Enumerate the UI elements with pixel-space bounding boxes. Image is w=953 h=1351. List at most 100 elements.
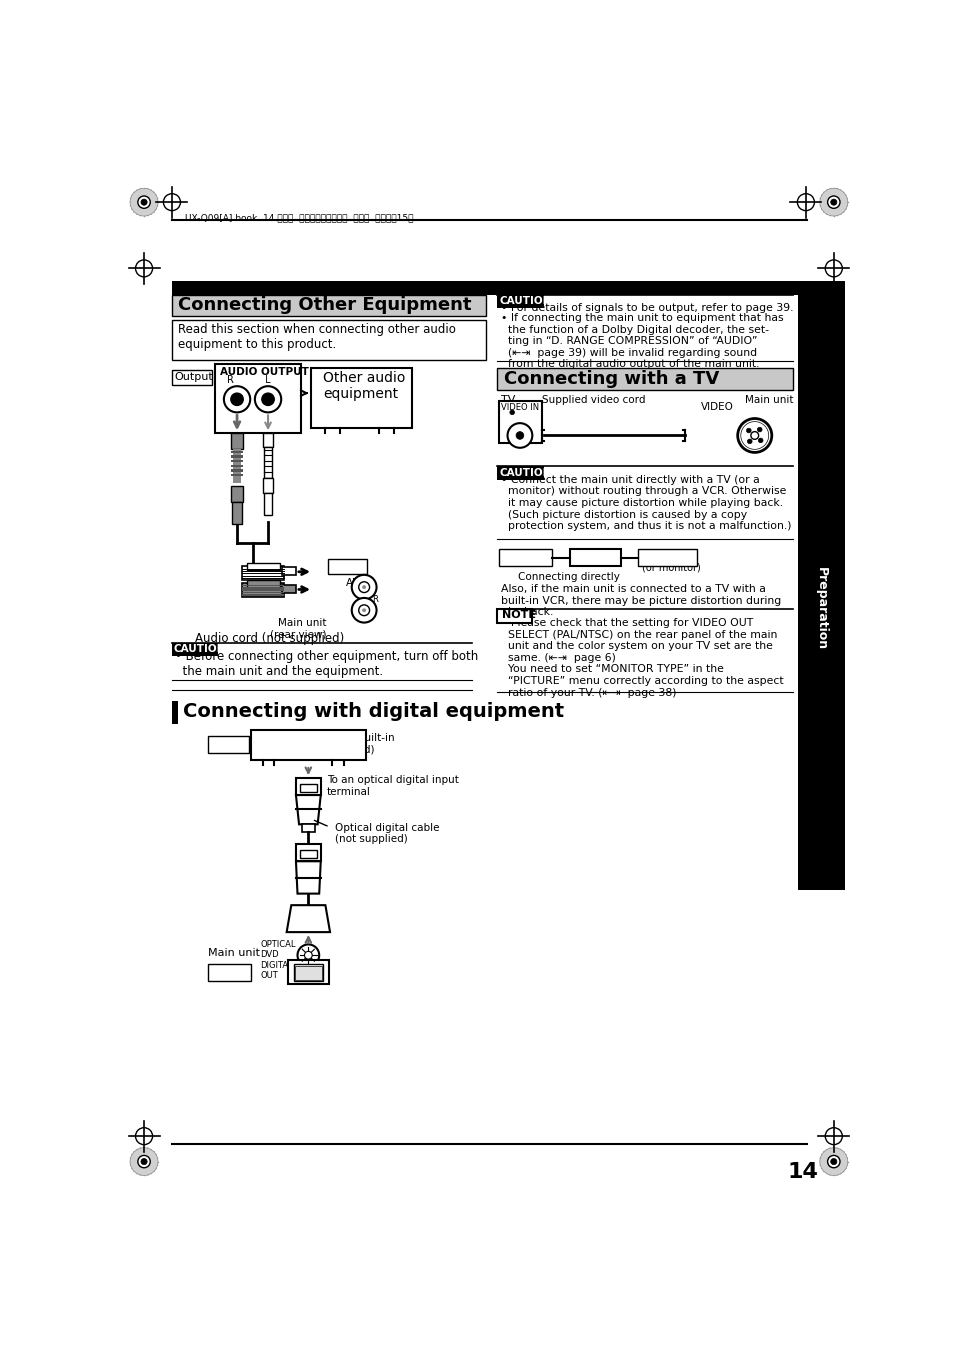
Text: Connecting with digital equipment: Connecting with digital equipment <box>183 703 563 721</box>
Bar <box>233 449 241 484</box>
Polygon shape <box>295 794 320 824</box>
Text: Connecting directly: Connecting directly <box>517 571 619 582</box>
Bar <box>251 731 365 759</box>
Bar <box>262 478 274 493</box>
Bar <box>295 778 320 794</box>
Text: Main unit
(rear view): Main unit (rear view) <box>270 617 327 639</box>
Text: VCR: VCR <box>579 551 605 561</box>
Bar <box>172 643 218 657</box>
Text: • Before connecting other equipment, turn off both
  the main unit and the equip: • Before connecting other equipment, tur… <box>174 650 477 678</box>
Text: AUDIO OUTPUT: AUDIO OUTPUT <box>220 367 309 377</box>
Bar <box>264 493 272 515</box>
Circle shape <box>141 1159 147 1165</box>
Bar <box>172 295 485 316</box>
Text: • Connect the main unit directly with a TV (or a
  monitor) without routing thro: • Connect the main unit directly with a … <box>500 474 790 531</box>
Text: VIDEO: VIDEO <box>700 403 733 412</box>
Circle shape <box>130 1148 158 1175</box>
Circle shape <box>827 1155 840 1167</box>
Bar <box>208 965 251 981</box>
Text: UX-Q09[A].book  14 ページ  ２００４年９月６日  月曜日  午後３時15分: UX-Q09[A].book 14 ページ ２００４年９月６日 月曜日 午後３時… <box>185 213 414 223</box>
Text: Also, if the main unit is connected to a TV with a
built-in VCR, there may be pi: Also, if the main unit is connected to a… <box>500 584 780 617</box>
Text: CAUTION: CAUTION <box>499 467 552 478</box>
Bar <box>798 328 843 890</box>
Circle shape <box>745 428 750 432</box>
Circle shape <box>827 196 840 208</box>
Text: Read this section when connecting other audio
equipment to this product.: Read this section when connecting other … <box>178 323 456 351</box>
Circle shape <box>137 1155 150 1167</box>
Text: Supplied video cord: Supplied video cord <box>541 394 644 405</box>
Bar <box>241 585 284 586</box>
Text: VIDEO IN: VIDEO IN <box>500 403 538 412</box>
Circle shape <box>757 427 761 432</box>
Bar <box>498 401 541 443</box>
Bar <box>247 562 279 570</box>
Circle shape <box>507 423 532 447</box>
Text: Preparation: Preparation <box>814 567 827 650</box>
Text: • Please check that the setting for VIDEO OUT
  SELECT (PAL/NTSC) on the rear pa: • Please check that the setting for VIDE… <box>500 617 782 697</box>
Text: Input: Input <box>212 738 241 747</box>
Circle shape <box>830 199 836 205</box>
Text: OPTICAL
DVD
DIGITAL
OUT: OPTICAL DVD DIGITAL OUT <box>260 940 295 979</box>
Bar <box>231 465 243 467</box>
Text: Main unit: Main unit <box>744 394 793 405</box>
Bar <box>233 503 241 524</box>
Bar <box>231 469 243 471</box>
Bar <box>231 485 243 503</box>
Text: TV: TV <box>500 394 515 405</box>
Text: R          L: R L <box>227 376 271 385</box>
Circle shape <box>352 574 376 600</box>
Circle shape <box>297 944 319 966</box>
Text: Main unit: Main unit <box>208 947 260 958</box>
Bar <box>247 580 279 588</box>
Bar <box>282 567 295 574</box>
Circle shape <box>758 438 762 443</box>
Text: • If connecting the main unit to equipment that has
  the function of a Dolby Di: • If connecting the main unit to equipme… <box>500 313 782 369</box>
Bar <box>241 566 284 580</box>
Text: L: L <box>371 578 375 586</box>
Bar <box>497 609 532 623</box>
Bar <box>172 701 178 724</box>
Bar <box>638 550 696 566</box>
Circle shape <box>362 585 365 589</box>
Text: Audio cord (not supplied): Audio cord (not supplied) <box>195 632 344 644</box>
Bar <box>497 295 543 308</box>
Circle shape <box>352 598 376 623</box>
Bar <box>262 434 274 447</box>
Bar <box>299 851 316 858</box>
Circle shape <box>224 386 250 412</box>
Bar <box>295 844 320 862</box>
Text: Connecting with a TV: Connecting with a TV <box>503 370 719 388</box>
Circle shape <box>362 609 365 612</box>
Circle shape <box>137 196 150 208</box>
Bar <box>497 369 793 390</box>
Circle shape <box>509 411 514 415</box>
Text: CAUTION: CAUTION <box>173 644 226 654</box>
Text: Input: Input <box>333 561 361 570</box>
Bar <box>231 451 243 453</box>
Bar <box>311 367 412 428</box>
Circle shape <box>360 598 368 607</box>
Polygon shape <box>286 905 330 932</box>
Circle shape <box>830 1159 836 1165</box>
Circle shape <box>746 439 751 443</box>
Circle shape <box>304 951 312 959</box>
Bar <box>570 550 620 566</box>
Bar <box>231 434 243 449</box>
Circle shape <box>750 431 758 439</box>
Text: • For details of signals to be output, refer to page 39.: • For details of signals to be output, r… <box>500 303 792 313</box>
Text: TV
(or monitor): TV (or monitor) <box>641 551 700 573</box>
Circle shape <box>261 393 274 405</box>
Text: Connecting Other Equipment: Connecting Other Equipment <box>178 296 471 313</box>
Bar <box>172 320 485 359</box>
Text: To an optical digital input
terminal: To an optical digital input terminal <box>327 775 458 797</box>
Bar <box>231 461 243 462</box>
Bar <box>172 281 798 295</box>
Circle shape <box>516 431 523 439</box>
Text: R: R <box>372 594 377 604</box>
Bar <box>241 584 284 597</box>
Circle shape <box>231 393 243 405</box>
Circle shape <box>819 188 847 216</box>
Bar <box>294 965 323 981</box>
Text: Optical digital cable
(not supplied): Optical digital cable (not supplied) <box>335 823 438 844</box>
Bar <box>299 785 316 792</box>
